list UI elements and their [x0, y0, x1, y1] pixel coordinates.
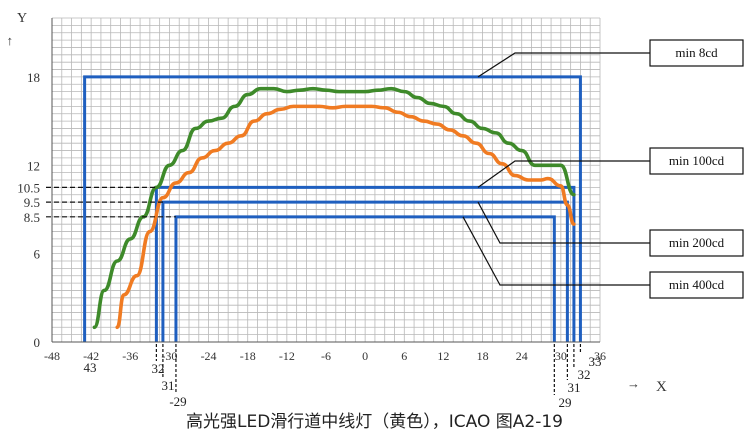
callout-leader-1: [477, 160, 650, 188]
x-marker-right-33: 33: [589, 354, 602, 369]
x-tick--12: -12: [279, 349, 295, 363]
x-tick-24: 24: [516, 349, 528, 363]
x-marker-right-31: 31: [568, 380, 581, 395]
callout-box-2: [649, 229, 744, 257]
x-tick-18: 18: [477, 349, 489, 363]
callout-box-1: [649, 147, 744, 175]
grid: [51, 17, 601, 343]
x-marker-left--29: -29: [169, 394, 186, 409]
callout-leader-3: [462, 216, 650, 286]
x-marker-left-31: 31: [162, 378, 175, 393]
y-tick-18: 18: [27, 70, 40, 85]
callout-label-2: min 200cd: [669, 235, 725, 250]
x-tick-30: 30: [555, 349, 567, 363]
callout-box-3: [649, 271, 744, 299]
curve-series-1: [92, 86, 576, 330]
callout-leader-2: [477, 201, 650, 244]
x-tick-36: 36: [594, 349, 606, 363]
x-tick--6: -6: [321, 349, 331, 363]
measured-curves: [92, 86, 576, 330]
x-tick-12: 12: [437, 349, 449, 363]
x-marker-right-29: 29: [559, 395, 572, 410]
box-3: [174, 215, 556, 342]
guide-dashes: [46, 186, 176, 218]
callout-label-1: min 100cd: [669, 153, 725, 168]
x-marker-left-43: 43: [84, 360, 97, 375]
x-marker-right-32: 32: [578, 367, 591, 382]
x-tick--42: -42: [83, 349, 99, 363]
y-tick-9.5: 9.5: [24, 195, 40, 210]
x-tick-labels: -48 -42 -36 -30 -24 -18 -12 -6 0 6 12 18 24 30 36: [44, 349, 606, 363]
box-1: [154, 185, 576, 342]
y-axis-arrow-icon: →: [0, 35, 15, 48]
callout-leader-0: [477, 52, 650, 78]
callout-box-0: [649, 39, 744, 67]
x-axis-title: → X: [627, 376, 667, 395]
box-2: [161, 200, 569, 342]
x-tick-0: 0: [362, 349, 368, 363]
y-tick-12: 12: [27, 158, 40, 173]
callout-label-3: min 400cd: [669, 277, 725, 292]
intensity-boxes: [83, 75, 582, 342]
y-tick-0: 0: [34, 335, 41, 350]
x-tick--36: -36: [122, 349, 138, 363]
y-tick-8.5: 8.5: [24, 210, 40, 225]
y-tick-6: 6: [34, 247, 41, 262]
axes: [51, 18, 600, 343]
curve-series-2: [115, 104, 576, 330]
y-tick-10.5: 10.5: [17, 180, 40, 195]
x-axis-label: X: [656, 379, 667, 395]
x-axis-arrow-icon: →: [627, 376, 640, 391]
box-0: [83, 75, 582, 342]
x-tick--24: -24: [201, 349, 217, 363]
y-axis-label: Y: [17, 11, 27, 26]
y-axis-title: → Y: [0, 11, 27, 48]
x-tick--30: -30: [161, 349, 177, 363]
callouts: min 8cd min 100cd min 200cd min 400cd: [462, 39, 744, 299]
x-marker-left-32: 32: [152, 361, 165, 376]
x-tick--48: -48: [44, 349, 60, 363]
x-tick-6: 6: [401, 349, 407, 363]
y-tick-labels: 0 6 12 18 10.59.58.5: [17, 70, 40, 350]
figure-caption: 高光强LED滑行道中线灯（黄色），ICAO 图A2-19: [185, 412, 563, 432]
callout-label-0: min 8cd: [675, 45, 718, 60]
x-tick--18: -18: [240, 349, 256, 363]
